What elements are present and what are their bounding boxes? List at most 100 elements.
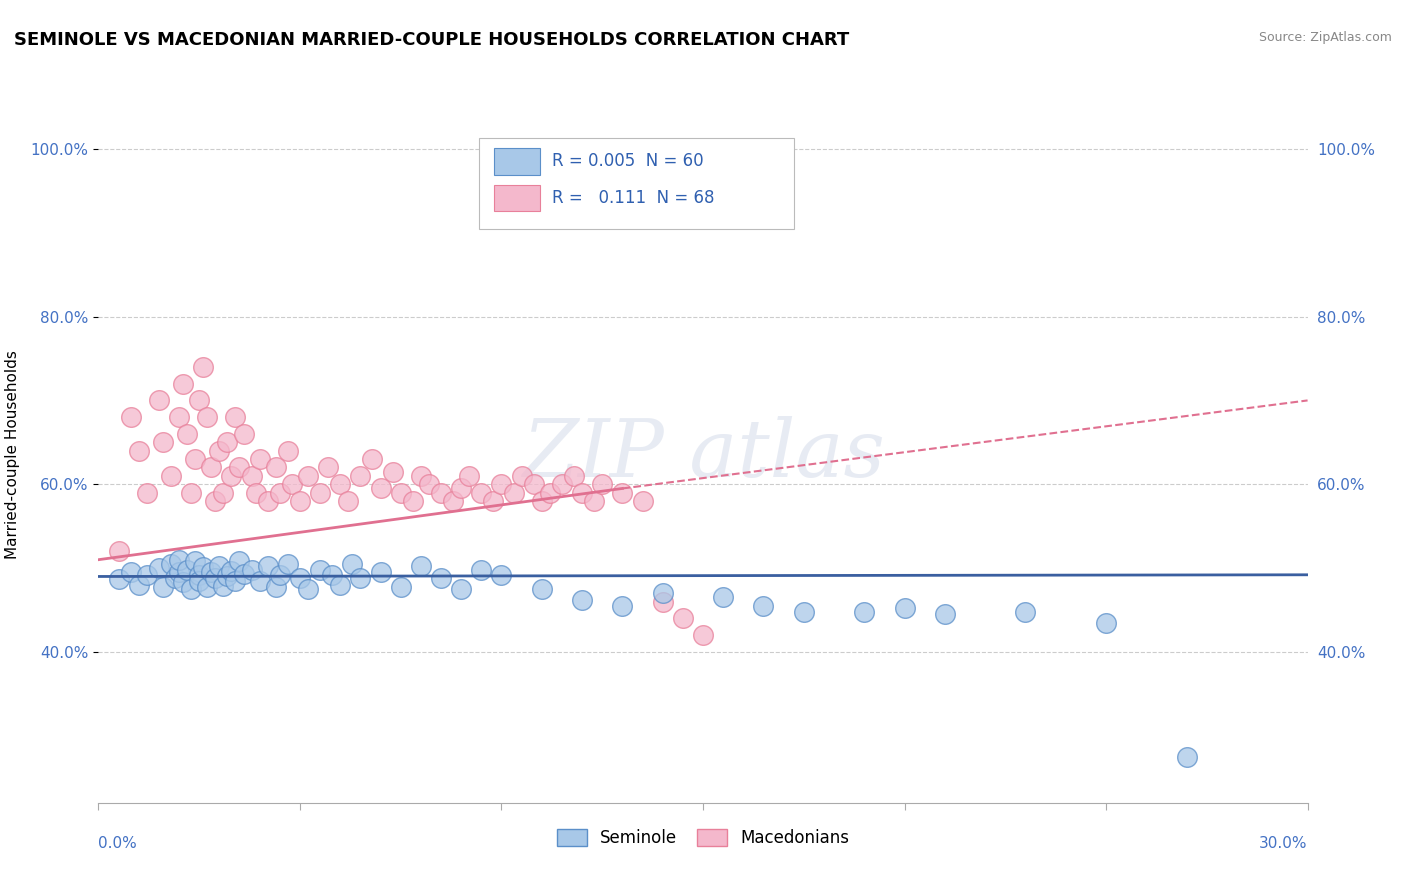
Point — [349, 571, 371, 585]
Point — [120, 410, 142, 425]
Point — [217, 569, 239, 583]
Point — [491, 477, 513, 491]
Point — [389, 580, 412, 594]
Point — [309, 485, 332, 500]
Point — [193, 560, 215, 574]
Point — [277, 443, 299, 458]
Point — [256, 494, 278, 508]
Point — [482, 494, 505, 508]
Point — [120, 566, 142, 580]
Point — [212, 579, 235, 593]
Point — [297, 582, 319, 596]
Point — [853, 605, 876, 619]
Text: R = 0.005  N = 60: R = 0.005 N = 60 — [551, 153, 703, 170]
Point — [180, 582, 202, 596]
Point — [491, 567, 513, 582]
Point — [200, 566, 222, 580]
Point — [316, 460, 339, 475]
Text: ZIP atlas: ZIP atlas — [522, 417, 884, 493]
Point — [370, 482, 392, 496]
Point — [277, 557, 299, 571]
Point — [551, 477, 574, 491]
Point — [208, 559, 231, 574]
Point — [107, 572, 129, 586]
Point — [152, 435, 174, 450]
Point — [135, 485, 157, 500]
Point — [651, 594, 673, 608]
Point — [228, 460, 250, 475]
Point — [530, 494, 553, 508]
Point — [152, 580, 174, 594]
Point — [711, 591, 734, 605]
FancyBboxPatch shape — [479, 138, 793, 229]
Point — [193, 359, 215, 374]
Point — [249, 452, 271, 467]
Point — [224, 410, 246, 425]
Point — [269, 485, 291, 500]
Point — [571, 593, 593, 607]
FancyBboxPatch shape — [494, 185, 540, 211]
Point — [430, 571, 453, 585]
Point — [612, 599, 634, 613]
Point — [221, 468, 243, 483]
Point — [591, 477, 613, 491]
Point — [571, 485, 593, 500]
Text: 0.0%: 0.0% — [98, 837, 138, 851]
Point — [337, 494, 360, 508]
Point — [349, 468, 371, 483]
Point — [583, 494, 606, 508]
Point — [562, 468, 585, 483]
Point — [752, 599, 775, 613]
Point — [160, 468, 183, 483]
Point — [167, 410, 190, 425]
Point — [329, 477, 352, 491]
Point — [672, 611, 695, 625]
Point — [510, 468, 533, 483]
Point — [212, 485, 235, 500]
Point — [297, 468, 319, 483]
Point — [458, 468, 481, 483]
Point — [204, 494, 226, 508]
Point — [195, 410, 218, 425]
Point — [361, 452, 384, 467]
Point — [128, 443, 150, 458]
Point — [188, 574, 211, 588]
Point — [264, 580, 287, 594]
Point — [208, 443, 231, 458]
Point — [370, 566, 392, 580]
Point — [160, 557, 183, 571]
Point — [176, 563, 198, 577]
Point — [450, 482, 472, 496]
Point — [692, 628, 714, 642]
Point — [217, 435, 239, 450]
Point — [342, 557, 364, 571]
Point — [135, 567, 157, 582]
Point — [224, 574, 246, 589]
Point — [180, 485, 202, 500]
Point — [249, 574, 271, 588]
Point — [221, 565, 243, 579]
Point — [167, 566, 190, 580]
Point — [418, 477, 440, 491]
Text: SEMINOLE VS MACEDONIAN MARRIED-COUPLE HOUSEHOLDS CORRELATION CHART: SEMINOLE VS MACEDONIAN MARRIED-COUPLE HO… — [14, 31, 849, 49]
Point — [402, 494, 425, 508]
Point — [188, 393, 211, 408]
Text: Source: ZipAtlas.com: Source: ZipAtlas.com — [1258, 31, 1392, 45]
Point — [240, 468, 263, 483]
Point — [523, 477, 546, 491]
Point — [450, 582, 472, 596]
Point — [502, 485, 524, 500]
Point — [245, 485, 267, 500]
Point — [793, 605, 815, 619]
Point — [441, 494, 464, 508]
Point — [288, 494, 311, 508]
Point — [381, 465, 404, 479]
Point — [148, 561, 170, 575]
Point — [1175, 749, 1198, 764]
Point — [631, 494, 654, 508]
Point — [188, 567, 211, 582]
Point — [309, 563, 332, 577]
Point — [107, 544, 129, 558]
Point — [321, 567, 343, 582]
Point — [204, 571, 226, 585]
